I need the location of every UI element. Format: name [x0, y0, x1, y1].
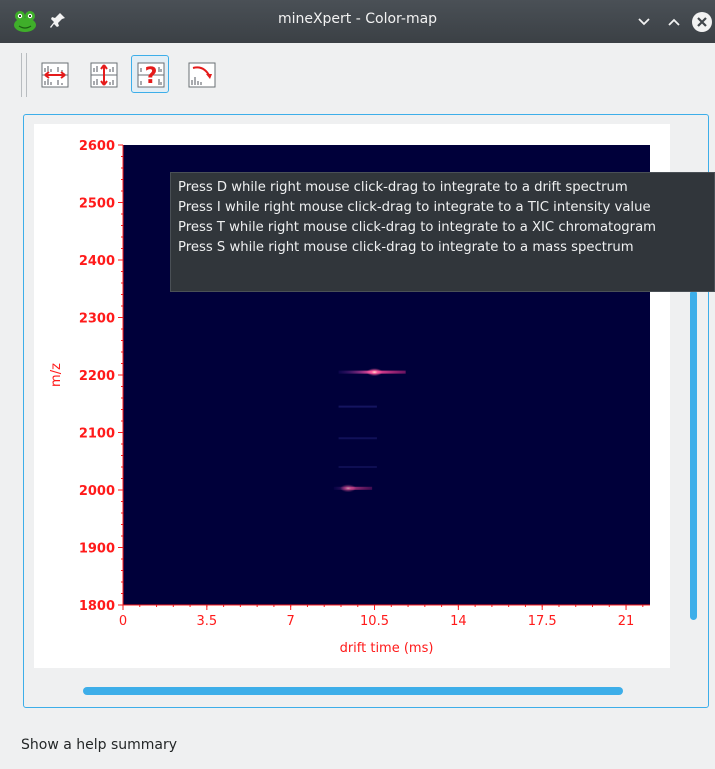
minimize-icon[interactable]	[632, 10, 656, 34]
frog-app-icon	[14, 11, 36, 32]
y-tick-label: 2300	[79, 312, 115, 327]
heatmap-feature	[338, 405, 377, 408]
horizontal-scrollbar[interactable]	[83, 687, 623, 695]
help-question-icon: ?	[137, 62, 165, 89]
horizontal-zoom-icon	[41, 62, 69, 88]
close-icon[interactable]	[690, 10, 714, 34]
y-tick-label: 2000	[79, 484, 115, 499]
y-axis-label: m/z	[49, 363, 64, 387]
toolbar-handle[interactable]	[21, 53, 27, 97]
reset-view-button[interactable]	[182, 55, 220, 93]
x-tick-label: 21	[618, 614, 635, 629]
help-tooltip: Press D while right mouse click-drag to …	[170, 172, 715, 292]
window-title: mineXpert - Color-map	[277, 11, 438, 27]
toolbar: ?	[0, 43, 715, 107]
tooltip-line-mass: Press S while right mouse click-drag to …	[178, 240, 634, 255]
y-tick-label: 2500	[79, 197, 115, 212]
heatmap-peak	[340, 484, 357, 493]
fit-horizontal-button[interactable]	[35, 55, 73, 93]
y-tick-label: 1900	[79, 542, 115, 557]
x-tick-label: 0	[119, 614, 127, 629]
reset-curve-icon	[188, 62, 216, 88]
x-tick-label: 14	[450, 614, 467, 629]
window-titlebar: mineXpert - Color-map	[0, 0, 715, 43]
y-tick-label: 2100	[79, 427, 115, 442]
y-tick-label: 1800	[79, 599, 115, 614]
y-tick-label: 2400	[79, 254, 115, 269]
x-tick-label: 7	[287, 614, 295, 629]
fit-vertical-button[interactable]	[84, 55, 122, 93]
pin-icon[interactable]	[49, 11, 67, 31]
heatmap-feature	[338, 437, 377, 440]
heatmap-feature	[338, 466, 377, 468]
maximize-icon[interactable]	[662, 10, 686, 34]
vertical-scrollbar[interactable]	[690, 290, 697, 620]
help-summary-button[interactable]: ?	[131, 55, 169, 93]
svg-text:?: ?	[145, 64, 158, 89]
status-bar: Show a help summary	[0, 712, 715, 769]
x-tick-label: 3.5	[196, 614, 217, 629]
tooltip-line-drift: Press D while right mouse click-drag to …	[178, 180, 628, 195]
x-tick-label: 17.5	[528, 614, 557, 629]
tooltip-line-xic: Press T while right mouse click-drag to …	[178, 220, 657, 235]
x-tick-label: 10.5	[360, 614, 389, 629]
heatmap-peak	[366, 368, 383, 377]
y-tick-label: 2600	[79, 139, 115, 154]
tooltip-line-tic: Press I while right mouse click-drag to …	[178, 200, 651, 215]
vertical-zoom-icon	[90, 62, 118, 88]
y-tick-label: 2200	[79, 369, 115, 384]
x-axis-label: drift time (ms)	[340, 641, 434, 656]
status-message: Show a help summary	[21, 737, 178, 753]
